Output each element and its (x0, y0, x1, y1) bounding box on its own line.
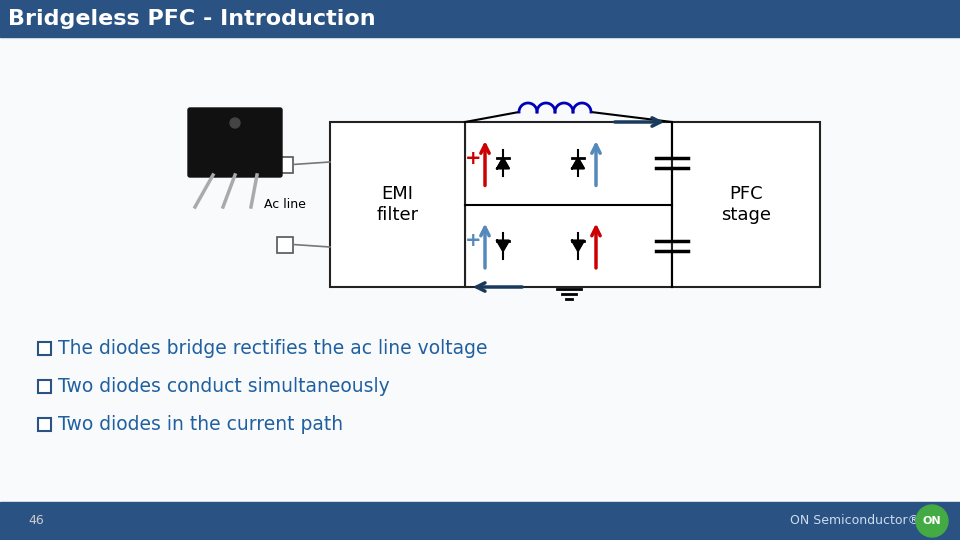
Bar (465, 122, 672, 287)
FancyBboxPatch shape (188, 108, 282, 177)
Text: Bridgeless PFC - Introduction: Bridgeless PFC - Introduction (8, 9, 375, 29)
Text: PFC
stage: PFC stage (721, 185, 771, 224)
Text: ON: ON (923, 516, 942, 526)
Bar (0, 40, 960, 502)
Text: Two diodes conduct simultaneously: Two diodes conduct simultaneously (58, 376, 390, 395)
Bar (0, 0, 960, 37)
Bar (0, 502, 960, 540)
Bar (0, 37, 960, 502)
Bar (277, 157, 293, 172)
Bar (38, 342, 51, 355)
Bar (277, 237, 293, 253)
Bar (330, 122, 465, 287)
Text: Two diodes in the current path: Two diodes in the current path (58, 415, 343, 434)
Text: The diodes bridge rectifies the ac line voltage: The diodes bridge rectifies the ac line … (58, 339, 488, 357)
Text: EMI
filter: EMI filter (376, 185, 419, 224)
Bar (38, 418, 51, 431)
Bar (672, 122, 820, 287)
Text: +: + (465, 231, 481, 250)
Polygon shape (572, 158, 584, 168)
Polygon shape (497, 158, 509, 168)
Polygon shape (572, 240, 584, 251)
Text: Ac line: Ac line (264, 198, 306, 211)
Polygon shape (497, 240, 509, 251)
Circle shape (916, 505, 948, 537)
Text: ON Semiconductor®: ON Semiconductor® (790, 515, 920, 528)
Text: +: + (465, 148, 481, 168)
Text: 46: 46 (28, 515, 44, 528)
Circle shape (230, 118, 240, 128)
Bar (38, 380, 51, 393)
